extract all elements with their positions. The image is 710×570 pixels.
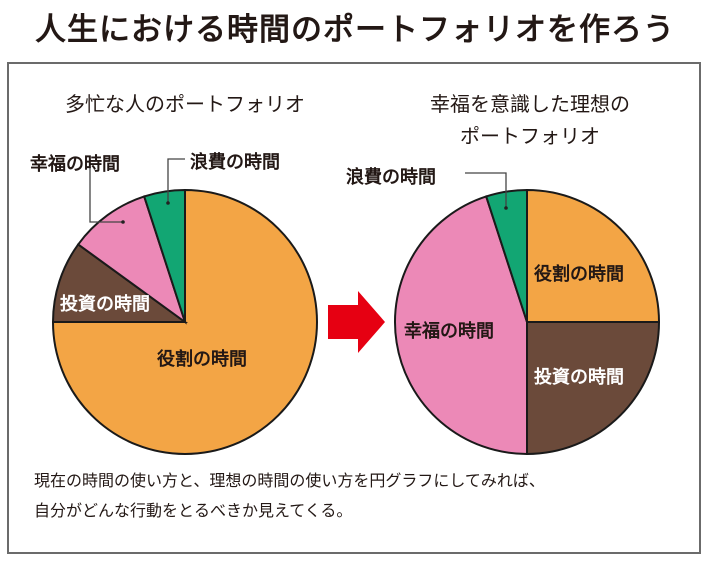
pie-slice-3 xyxy=(76,195,187,325)
label-waste-right: 浪費の時間 xyxy=(346,167,436,188)
left-pie xyxy=(51,188,318,455)
right-chart-title-line2: ポートフォリオ xyxy=(460,124,600,148)
leader-line-waste-left xyxy=(167,158,185,203)
label-role-left: 役割の時間 xyxy=(157,349,247,370)
caption-line-2: 自分がどんな行動をとるべきか見えてくる。 xyxy=(34,501,353,520)
right-chart-title: 幸福を意識した理想の ポートフォリオ xyxy=(370,88,690,152)
pie-slice-1 xyxy=(51,188,318,455)
leader-line-waste-right xyxy=(465,172,507,208)
pie-slice-2 xyxy=(526,321,661,456)
caption: 現在の時間の使い方と、理想の時間の使い方を円グラフにしてみれば、 自分がどんな行… xyxy=(34,466,545,526)
pie-slice-4 xyxy=(142,188,186,323)
leader-dot xyxy=(121,220,125,224)
leader-dot xyxy=(504,206,508,210)
pie-slice-3 xyxy=(394,195,528,456)
leader-line-happiness-left xyxy=(89,167,123,223)
right-chart-title-line1: 幸福を意識した理想の xyxy=(430,92,630,116)
figure-frame xyxy=(7,62,701,554)
left-chart-title: 多忙な人のポートフォリオ xyxy=(65,92,305,116)
label-role-right: 役割の時間 xyxy=(534,264,624,285)
caption-line-1: 現在の時間の使い方と、理想の時間の使い方を円グラフにしてみれば、 xyxy=(34,471,545,490)
pie-slice-1 xyxy=(526,188,661,323)
right-pie xyxy=(394,188,661,456)
label-waste-left: 浪費の時間 xyxy=(190,152,280,173)
label-investment-right: 投資の時間 xyxy=(534,367,624,388)
label-investment-left: 投資の時間 xyxy=(60,294,150,315)
leader-dot xyxy=(166,201,170,205)
pie-slice-2 xyxy=(51,243,189,323)
label-happiness-left: 幸福の時間 xyxy=(30,154,120,175)
page-title: 人生における時間のポートフォリオを作ろう xyxy=(35,12,675,48)
label-happiness-right: 幸福の時間 xyxy=(404,321,494,342)
arrow-icon xyxy=(328,291,385,353)
